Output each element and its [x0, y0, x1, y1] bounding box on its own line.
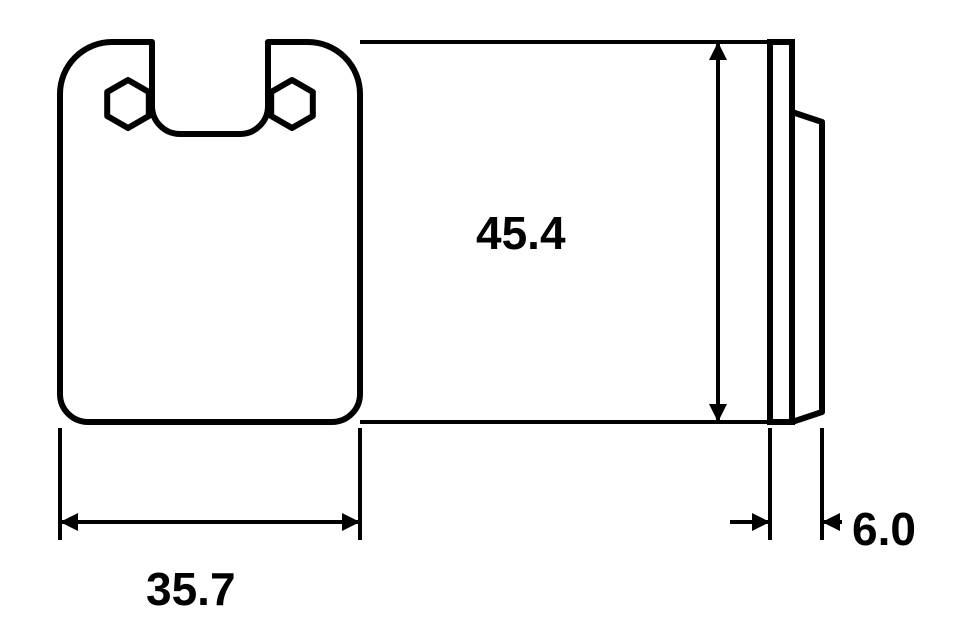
dim-width-label: 35.7 — [146, 562, 236, 616]
dim-height-label: 45.4 — [476, 206, 566, 260]
diagram-canvas: 45.4 35.7 6.0 — [0, 0, 960, 640]
dim-thickness-label: 6.0 — [852, 502, 916, 556]
diagram-svg — [0, 0, 960, 640]
